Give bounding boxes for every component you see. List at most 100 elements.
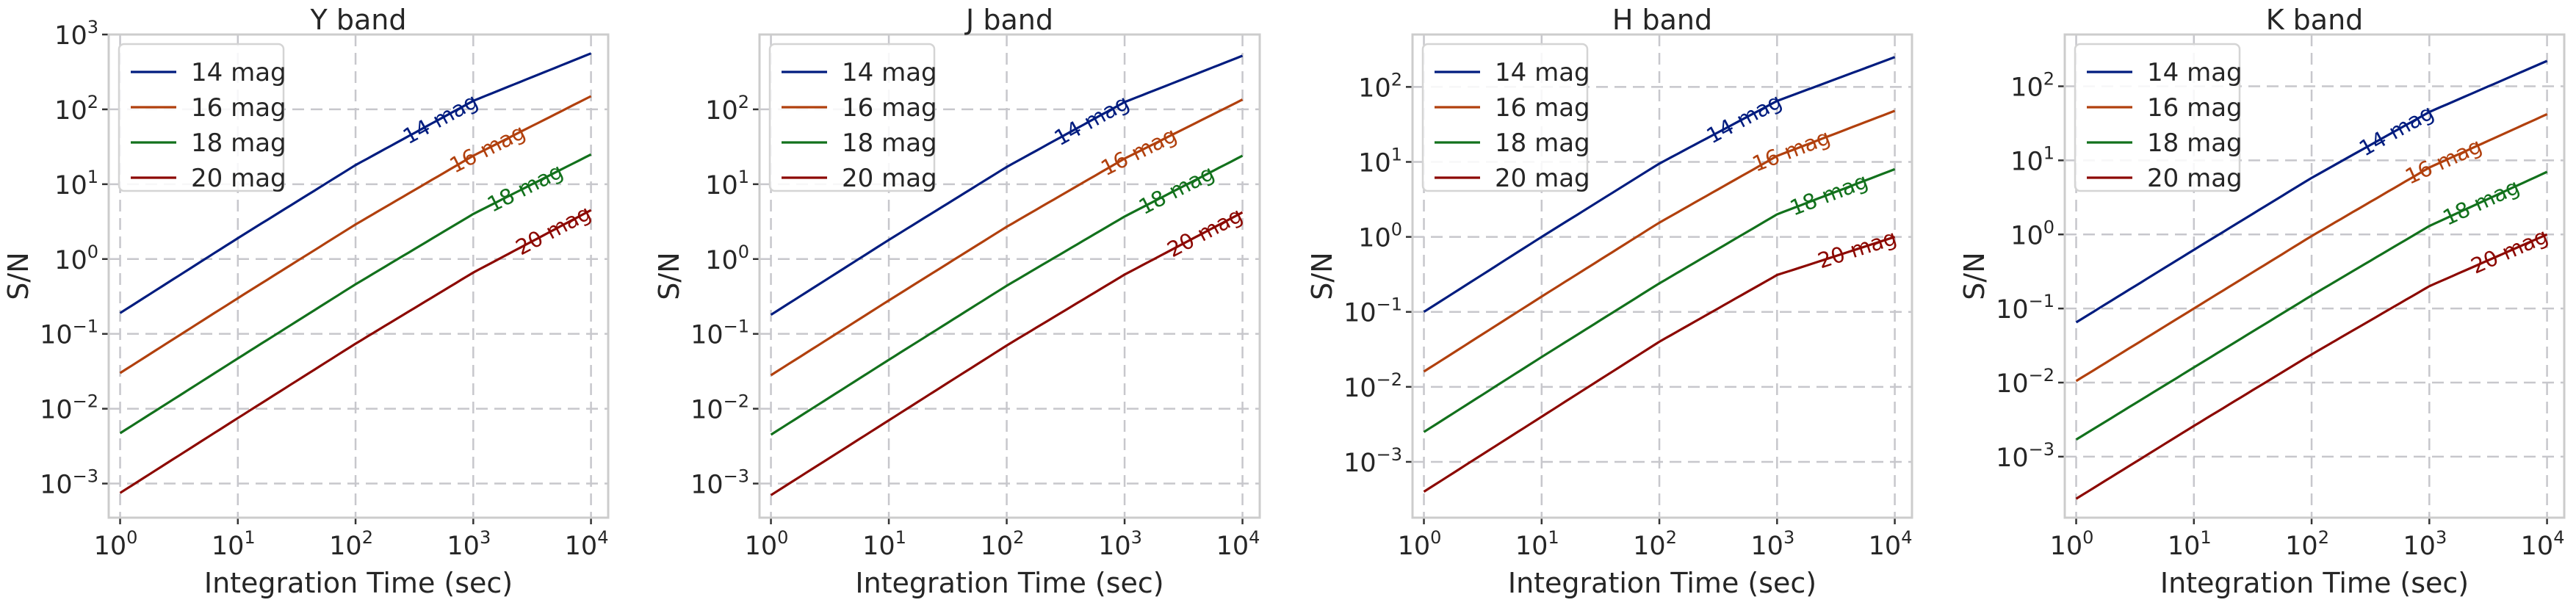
y-tick-label: 100: [54, 242, 98, 275]
inline-series-label: 14 mag: [1703, 88, 1786, 148]
y-tick-label: 100: [2010, 217, 2054, 250]
plot-frame: [758, 33, 1261, 519]
legend: 14 mag 16 mag 18 mag 20 mag: [2074, 43, 2243, 193]
series-line-20-mag: [770, 211, 1244, 496]
legend-entry: 14 mag: [2147, 58, 2243, 87]
x-tick-label: 104: [1216, 527, 1260, 561]
panel-title: K band: [2266, 4, 2364, 36]
y-tick-label: 10−3: [690, 466, 749, 500]
x-tick-label: 104: [1869, 527, 1913, 561]
legend-entry: 14 mag: [1495, 58, 1590, 87]
series-line-16-mag: [119, 95, 592, 374]
inline-series-label: 16 mag: [446, 119, 530, 178]
series-line-14-mag: [119, 52, 592, 314]
plot-frame: [1411, 33, 1913, 519]
y-tick-label: 10−2: [1996, 365, 2054, 399]
y-axis-title: S/N: [2, 252, 35, 300]
series-line-18-mag: [1423, 167, 1896, 433]
y-tick-label: 10−2: [1343, 369, 1402, 403]
legend-entry: 16 mag: [842, 93, 937, 123]
legend-frame: [2074, 43, 2241, 192]
x-tick-label: 102: [329, 527, 373, 561]
y-tick-label: 10−1: [690, 316, 749, 350]
x-tick-label: 101: [2168, 527, 2212, 561]
x-tick-label: 102: [2285, 527, 2329, 561]
legend-frame: [768, 43, 936, 192]
inline-series-label: 20 mag: [1163, 203, 1246, 263]
x-tick-label: 102: [1633, 527, 1677, 561]
panel-j-band: 100 101 102 103 104 10−3 10−2 10−1 100 101 102 14 m…: [653, 4, 1261, 599]
plot-frame: [2063, 33, 2566, 519]
x-tick-label: 103: [2403, 527, 2447, 561]
legend-entry: 14 mag: [191, 58, 286, 87]
inline-series-label: 16 mag: [2401, 133, 2486, 189]
x-tick-label: 100: [745, 527, 789, 561]
inline-series-label: 18 mag: [483, 159, 567, 217]
y-axis-title: S/N: [1958, 252, 1991, 300]
inline-series-label: 16 mag: [1097, 122, 1180, 181]
x-tick-label: 101: [862, 527, 906, 561]
y-tick-label: 100: [705, 242, 749, 275]
legend-entry: 20 mag: [191, 164, 286, 193]
legend-entry: 20 mag: [842, 164, 937, 193]
x-tick-label: 100: [2050, 527, 2094, 561]
x-tick-label: 103: [1098, 527, 1142, 561]
legend: 14 mag 16 mag 18 mag 20 mag: [1421, 43, 1590, 193]
y-tick-label: 10−1: [40, 316, 98, 350]
x-tick-label: 101: [212, 527, 256, 561]
inline-series-label: 14 mag: [399, 88, 482, 149]
series-line-20-mag: [119, 209, 592, 494]
x-axis-title: Integration Time (sec): [2160, 567, 2469, 599]
y-tick-label: 102: [705, 92, 749, 126]
legend-entry: 18 mag: [1495, 129, 1590, 158]
x-axis-title: Integration Time (sec): [1508, 567, 1816, 599]
legend-entry: 18 mag: [2147, 129, 2243, 158]
x-tick-label: 100: [1398, 527, 1442, 561]
series-line-16-mag: [1423, 109, 1896, 373]
inline-series-label: 20 mag: [2467, 223, 2552, 279]
panel-title: J band: [964, 4, 1053, 36]
plot-frame: [107, 33, 610, 519]
y-tick-label: 100: [1358, 220, 1402, 253]
inline-series-label: 14 mag: [2355, 100, 2438, 162]
series-line-20-mag: [1423, 236, 1896, 493]
panel-title: H band: [1612, 4, 1712, 36]
x-tick-label: 100: [94, 527, 138, 561]
y-tick-label: 101: [54, 167, 98, 200]
y-axis-title: S/N: [1306, 252, 1338, 300]
legend: 14 mag 16 mag 18 mag 20 mag: [118, 43, 286, 193]
series-line-16-mag: [2075, 113, 2548, 383]
legend-entry: 20 mag: [2147, 164, 2243, 193]
series-line-18-mag: [119, 153, 592, 435]
x-tick-label: 102: [981, 527, 1025, 561]
y-tick-label: 10−1: [1996, 291, 2054, 325]
x-tick-label: 101: [1515, 527, 1559, 561]
y-tick-label: 103: [54, 17, 98, 51]
legend-entry: 18 mag: [842, 129, 937, 158]
x-axis-title: Integration Time (sec): [855, 567, 1163, 599]
legend: 14 mag 16 mag 18 mag 20 mag: [768, 43, 937, 193]
y-tick-label: 101: [1358, 144, 1402, 178]
series-line-16-mag: [770, 98, 1244, 377]
y-tick-label: 10−3: [1996, 439, 2054, 473]
inline-series-label: 18 mag: [1135, 160, 1219, 220]
y-tick-label: 101: [2010, 142, 2054, 176]
y-tick-label: 102: [2010, 69, 2054, 103]
series-line-14-mag: [1423, 56, 1896, 314]
legend-entry: 20 mag: [1495, 164, 1590, 193]
series-line-14-mag: [770, 54, 1244, 316]
inline-series-label: 16 mag: [1749, 124, 1833, 176]
x-tick-label: 104: [2521, 527, 2565, 561]
legend-frame: [118, 43, 285, 192]
panel-k-band: 100 101 102 103 104 10−3 10−2 10−1 100 101 102 14 m…: [1958, 4, 2566, 599]
y-tick-label: 102: [54, 92, 98, 126]
inline-series-label: 14 mag: [1050, 90, 1133, 151]
series-line-14-mag: [2075, 59, 2548, 324]
y-tick-label: 102: [1358, 69, 1402, 103]
y-tick-label: 10−1: [1343, 294, 1402, 328]
legend-entry: 14 mag: [842, 58, 937, 87]
series-line-20-mag: [2075, 233, 2548, 500]
y-tick-label: 10−3: [40, 466, 98, 500]
panel-h-band: 100 101 102 103 104 10−3 10−2 10−1 100 101 102 14 m…: [1306, 4, 1913, 599]
